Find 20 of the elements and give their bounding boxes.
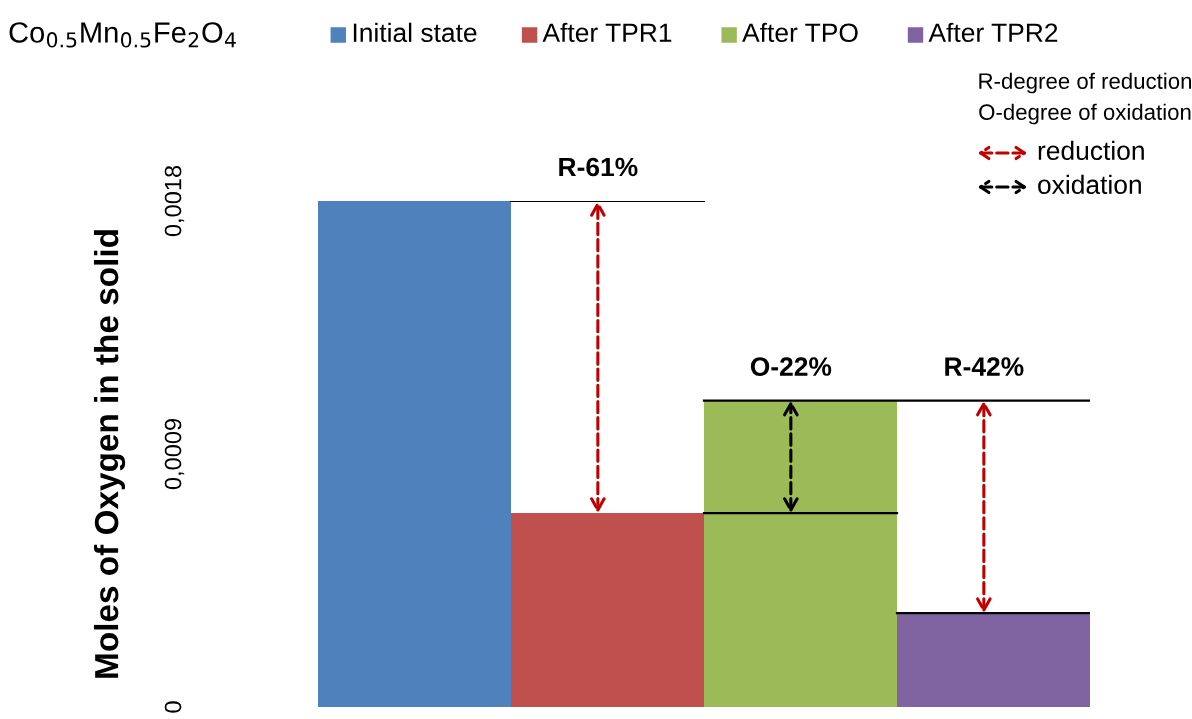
- annotation: R-42%: [945, 357, 1024, 376]
- y-tick-label: 0,0009: [164, 419, 185, 490]
- text: R-degree of reduction: [979, 72, 1192, 94]
- y-tick-label: 0: [164, 701, 182, 713]
- annotation: O-22%: [750, 357, 832, 376]
- x-tick-label: After TPR2: [928, 22, 1058, 43]
- text: reduction: [1038, 140, 1144, 161]
- text: oxidation: [1038, 174, 1141, 195]
- x-tick-label: After TPR1: [542, 22, 672, 43]
- text: O-degree of oxidation: [979, 103, 1191, 125]
- y-tick-label: 0,0018: [164, 165, 185, 237]
- bar: [704, 400, 897, 707]
- chart-title: Co$_{0.5}$Mn$_{0.5}$Fe$_{2}$O$_{4}$: [9, 22, 236, 48]
- annotation: R-61%: [559, 157, 638, 177]
- x-tick-label: After TPO: [742, 22, 858, 43]
- x-tick-label: Initial state: [353, 22, 477, 43]
- bar: [318, 201, 511, 707]
- bar: [511, 513, 704, 707]
- y-axis-title: Moles of Oxygen in the solid: [93, 230, 126, 678]
- bar: [897, 613, 1090, 707]
